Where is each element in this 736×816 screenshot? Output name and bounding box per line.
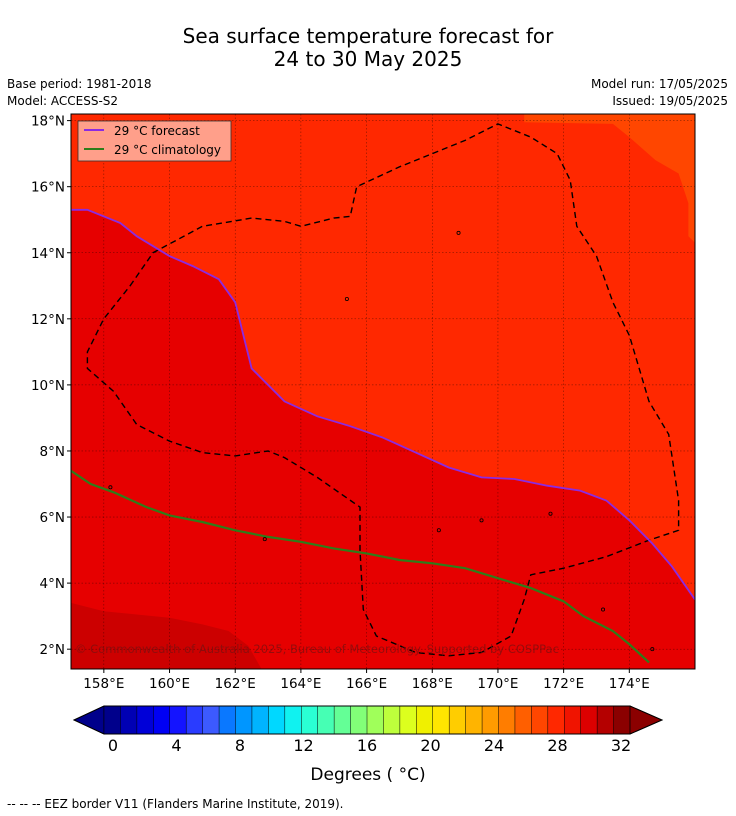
y-tick-label: 2°N xyxy=(40,642,65,658)
y-tick-label: 8°N xyxy=(40,444,65,460)
colorbar-tick-label: 4 xyxy=(171,736,181,755)
colorbar-swatch xyxy=(596,705,615,735)
colorbar-swatch xyxy=(498,705,516,735)
colorbar-swatch xyxy=(547,705,565,735)
contour-lines xyxy=(71,123,695,664)
island-marker xyxy=(548,511,553,516)
colorbar-tick-label: 28 xyxy=(547,736,567,755)
island-marker xyxy=(108,485,113,490)
model-name: Model: ACCESS-S2 xyxy=(7,94,119,108)
colorbar-swatch xyxy=(284,705,302,735)
axes: 158°E 160°E 162°E 164°E 166°E 168°E 170°E 172°E… xyxy=(31,114,650,692)
colorbar-tick-label: 8 xyxy=(235,736,245,755)
colorbar-tick-label: 16 xyxy=(357,736,377,755)
forecast-29c-line xyxy=(71,208,695,601)
colorbar-swatch xyxy=(185,705,204,735)
sst-zone-southwest xyxy=(71,602,262,669)
island-marker xyxy=(479,518,484,523)
legend-box xyxy=(77,120,232,162)
climatology-29c-line xyxy=(71,469,650,664)
x-tick-label: 174°E xyxy=(609,676,650,692)
y-tick-label: 10°N xyxy=(31,378,65,394)
legend-forecast-label: 29 °C forecast xyxy=(114,124,200,138)
eez-border-line xyxy=(86,123,680,657)
issued-date: Issued: 19/05/2025 xyxy=(612,94,728,108)
colorbar-swatch xyxy=(153,705,171,735)
colorbar-swatch xyxy=(301,705,319,735)
island-marker xyxy=(650,647,655,652)
legend: 29 °C forecast 29 °C climatology xyxy=(77,120,232,162)
island-marker xyxy=(436,528,441,533)
y-tick-label: 4°N xyxy=(40,576,65,592)
colorbar-swatch xyxy=(202,705,220,735)
colorbar-swatch xyxy=(251,705,269,735)
colorbar-min-extend xyxy=(73,705,105,735)
base-period: Base period: 1981-2018 xyxy=(7,77,152,91)
eez-footnote: -- -- -- EEZ border V11 (Flanders Marine… xyxy=(7,797,344,811)
colorbar: 0 4 8 12 16 20 24 28 32 xyxy=(72,705,664,755)
x-tick-label: 166°E xyxy=(346,676,387,692)
x-tick-label: 168°E xyxy=(412,676,453,692)
colorbar-swatch xyxy=(531,705,549,735)
colorbar-swatch xyxy=(580,705,598,735)
x-tick-label: 160°E xyxy=(149,676,190,692)
colorbar-max-extend xyxy=(629,705,663,735)
colorbar-swatch xyxy=(350,705,368,735)
gridlines xyxy=(71,114,695,669)
x-tick-label: 170°E xyxy=(477,676,518,692)
colorbar-swatch xyxy=(399,705,417,735)
plot-frame xyxy=(70,113,696,670)
colorbar-tick-label: 20 xyxy=(420,736,440,755)
copyright-text: © Commonwealth of Australia 2025, Bureau… xyxy=(75,642,559,656)
legend-climatology-label: 29 °C climatology xyxy=(114,143,221,157)
x-tick-label: 172°E xyxy=(543,676,584,692)
colorbar-outline xyxy=(72,705,664,735)
y-tick-label: 16°N xyxy=(31,180,65,196)
colorbar-swatch xyxy=(169,705,187,735)
x-tick-label: 162°E xyxy=(215,676,256,692)
colorbar-swatch xyxy=(613,705,631,735)
colorbar-tick-label: 0 xyxy=(108,736,118,755)
colorbar-units-label: Degrees ( °C) xyxy=(310,765,425,785)
y-tick-label: 18°N xyxy=(31,114,65,130)
y-tick-label: 14°N xyxy=(31,246,65,262)
colorbar-swatch xyxy=(136,705,154,735)
colorbar-swatch xyxy=(235,705,253,735)
y-tick-label: 6°N xyxy=(40,510,65,526)
x-tick-label: 158°E xyxy=(83,676,124,692)
sst-zone-south xyxy=(71,209,695,669)
colorbar-swatch xyxy=(317,705,335,735)
y-tick-label: 12°N xyxy=(31,312,65,328)
map-area xyxy=(71,114,695,669)
island-marker xyxy=(344,296,349,301)
island-marker xyxy=(262,537,267,542)
colorbar-swatch xyxy=(268,705,286,735)
chart-title-line2: 24 to 30 May 2025 xyxy=(273,47,463,71)
x-tick-label: 164°E xyxy=(280,676,321,692)
colorbar-swatch xyxy=(465,705,483,735)
colorbar-swatch xyxy=(416,705,434,735)
island-marker xyxy=(456,230,461,235)
island-marker xyxy=(601,607,606,612)
colorbar-swatch xyxy=(218,705,237,735)
colorbar-swatch xyxy=(564,705,582,735)
colorbar-swatch xyxy=(103,705,121,735)
model-run: Model run: 17/05/2025 xyxy=(590,77,728,91)
colorbar-swatch xyxy=(432,705,450,735)
sst-zone-northeast xyxy=(524,114,695,243)
chart-title-line1: Sea surface temperature forecast for xyxy=(182,24,554,48)
colorbar-swatch xyxy=(448,705,467,735)
colorbar-swatch xyxy=(481,705,500,735)
colorbar-swatch xyxy=(514,705,532,735)
colorbar-swatch xyxy=(333,705,352,735)
colorbar-swatch xyxy=(120,705,138,735)
colorbar-tick-label: 32 xyxy=(611,736,631,755)
colorbar-tick-label: 24 xyxy=(484,736,504,755)
colorbar-tick-label: 12 xyxy=(293,736,313,755)
colorbar-swatch xyxy=(383,705,401,735)
colorbar-swatch xyxy=(366,705,384,735)
